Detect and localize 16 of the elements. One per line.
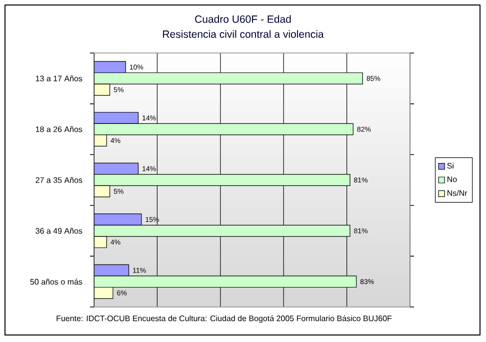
legend-label: No	[448, 176, 457, 182]
legend-label: Ns/Nr	[448, 190, 468, 196]
bar	[94, 214, 142, 226]
y-tick-label: 27 a 35 Años	[36, 177, 82, 183]
bar	[94, 162, 139, 175]
legend-label: Si	[447, 162, 454, 169]
y-tick-label: 36 a 49 Años	[36, 228, 82, 234]
chart-subtitle: Resistencia civil contral a violencia	[163, 30, 324, 38]
y-tick-label: 18 a 26 Años	[36, 126, 82, 132]
chart-title: Cuadro U60F - Edad	[195, 15, 291, 23]
bar	[94, 264, 130, 276]
bar	[94, 112, 139, 124]
y-tick-label: 13 a 17 Años	[36, 75, 82, 82]
bar	[94, 61, 126, 74]
y-tick-label: 50 años o más	[30, 278, 82, 285]
source-note: Fuente: IDCT-OCUB Encuesta de Cultura: Ciudad de Bogotá 2005 Formulario Básico BUJ60F	[56, 315, 392, 323]
